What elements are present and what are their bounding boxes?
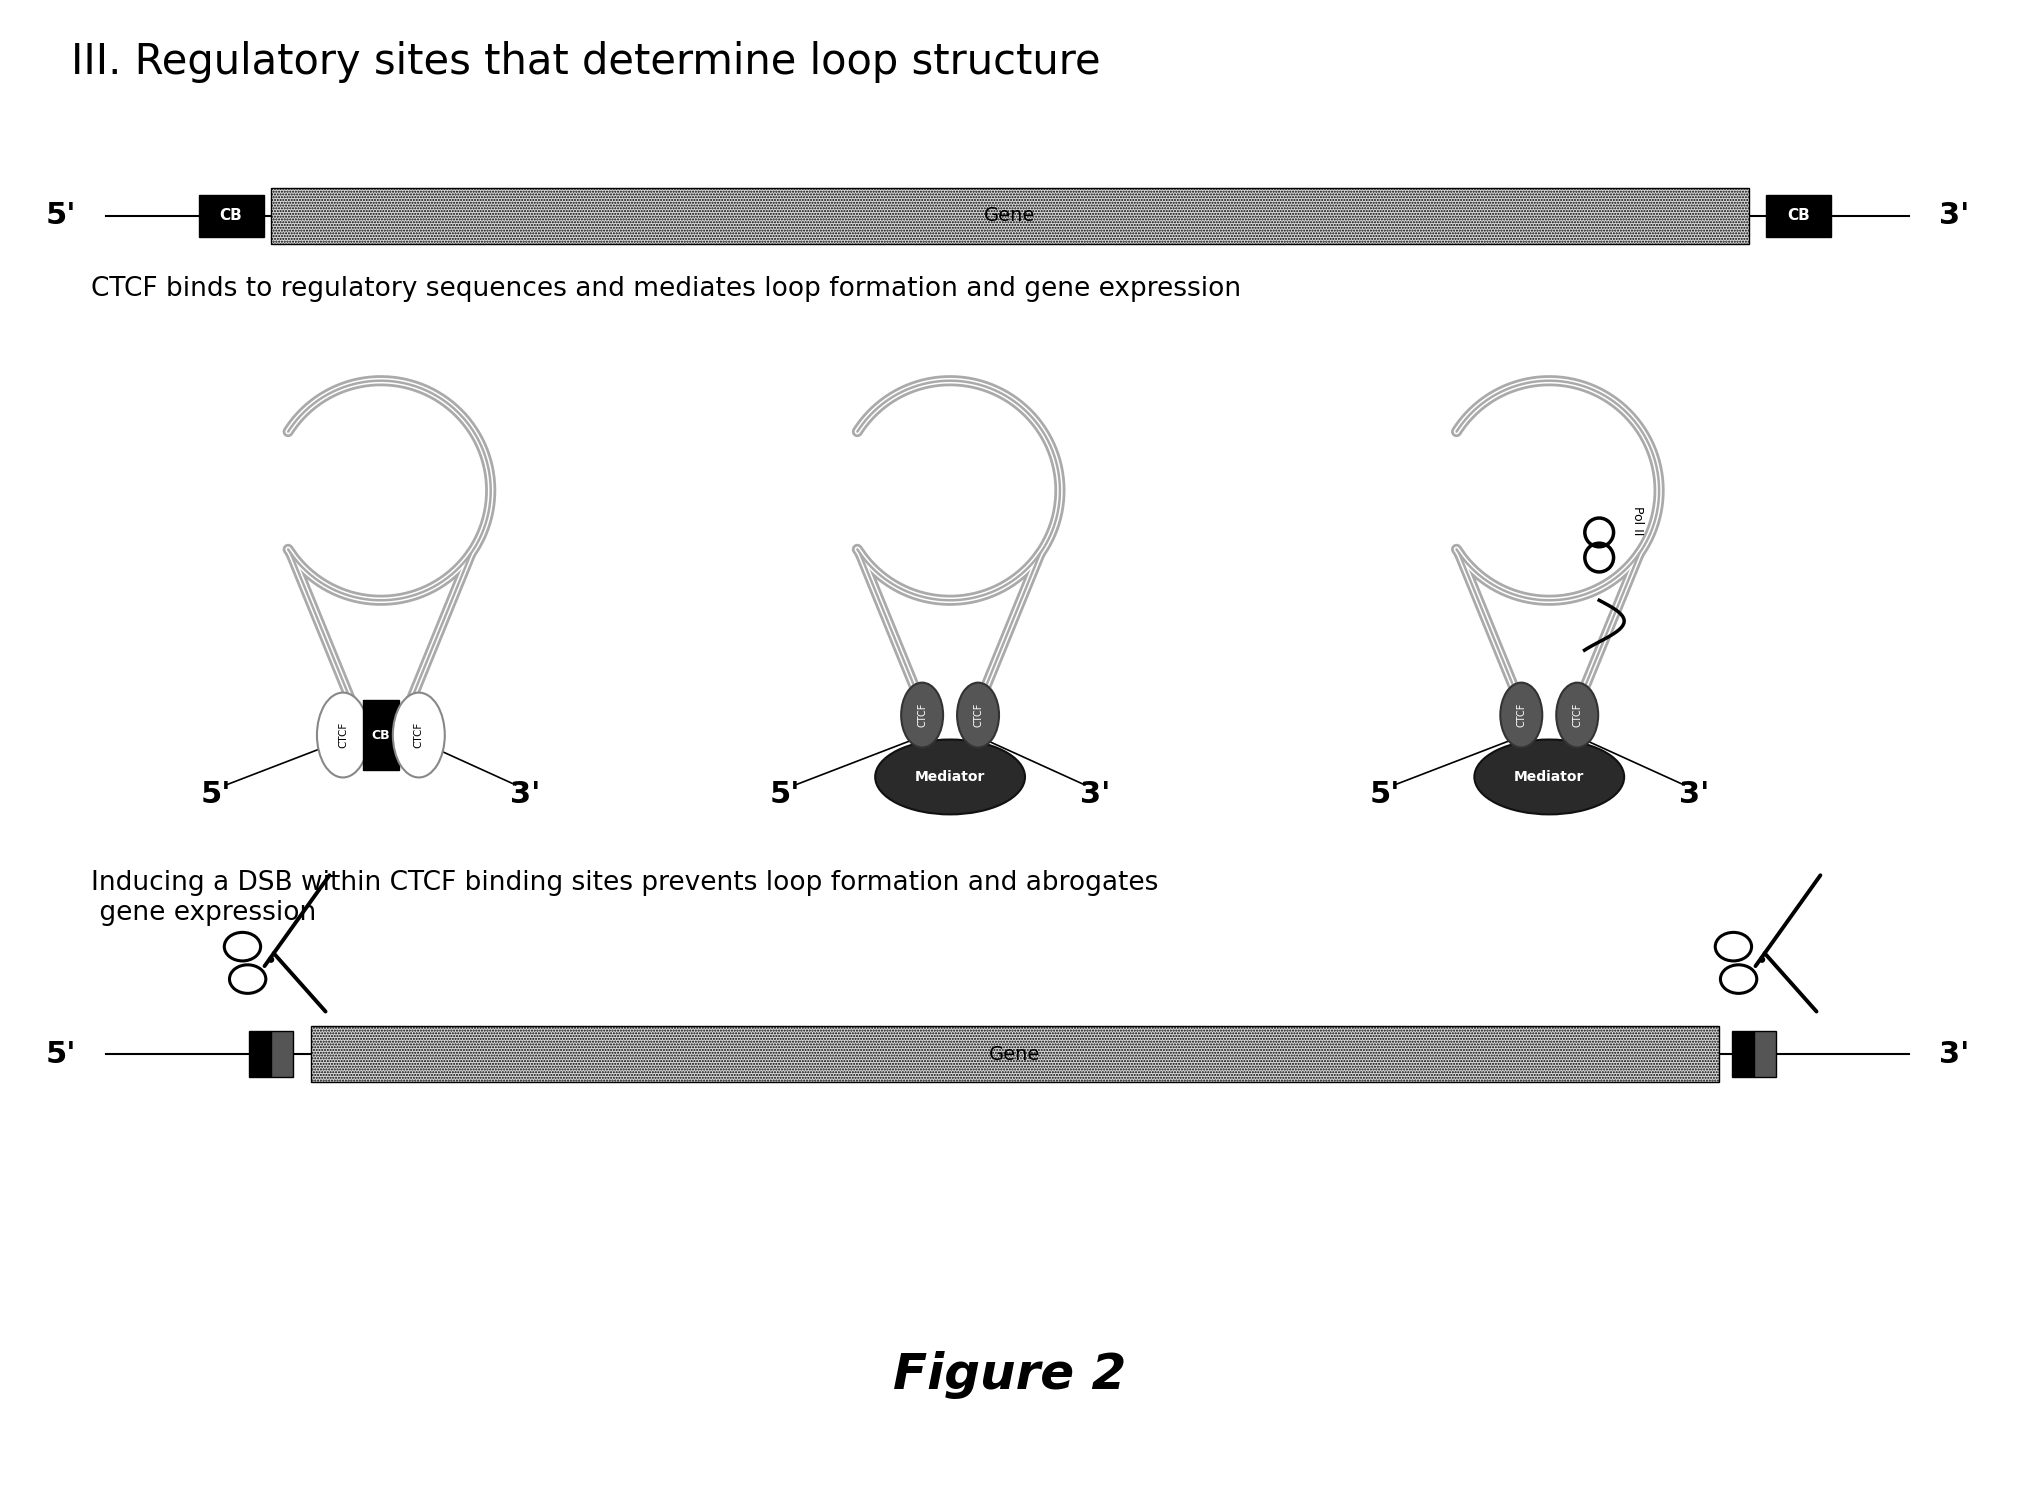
Text: CTCF: CTCF xyxy=(1573,702,1583,728)
Text: Gene: Gene xyxy=(985,207,1036,225)
Text: Figure 2: Figure 2 xyxy=(894,1351,1127,1398)
Text: CTCF: CTCF xyxy=(916,702,926,728)
Text: 5': 5' xyxy=(770,781,801,809)
Bar xyxy=(1731,1031,1753,1078)
Text: 3': 3' xyxy=(1938,201,1968,231)
Text: CTCF: CTCF xyxy=(339,722,349,747)
Text: 3': 3' xyxy=(1080,781,1111,809)
Text: CTCF binds to regulatory sequences and mediates loop formation and gene expressi: CTCF binds to regulatory sequences and m… xyxy=(91,276,1241,302)
Bar xyxy=(310,1027,1719,1083)
Text: CTCF: CTCF xyxy=(1516,702,1526,728)
Text: 3': 3' xyxy=(511,781,541,809)
Ellipse shape xyxy=(1759,956,1766,963)
Text: Mediator: Mediator xyxy=(914,770,985,784)
Bar xyxy=(199,195,264,237)
Ellipse shape xyxy=(957,683,999,747)
Text: CB: CB xyxy=(219,208,243,223)
Text: CTCF: CTCF xyxy=(414,722,424,747)
Bar xyxy=(272,189,1749,245)
Ellipse shape xyxy=(316,693,369,778)
Ellipse shape xyxy=(902,683,943,747)
Text: 3': 3' xyxy=(1678,781,1709,809)
Bar xyxy=(1753,1031,1776,1078)
Text: Gene: Gene xyxy=(989,1045,1040,1065)
Bar xyxy=(1766,195,1830,237)
Ellipse shape xyxy=(876,740,1026,814)
Text: III. Regulatory sites that determine loop structure: III. Regulatory sites that determine loo… xyxy=(71,41,1101,83)
Text: Pol II: Pol II xyxy=(1632,506,1644,535)
Text: 5': 5' xyxy=(47,1040,77,1069)
Bar xyxy=(272,1031,294,1078)
Text: Inducing a DSB within CTCF binding sites prevents loop formation and abrogates
 : Inducing a DSB within CTCF binding sites… xyxy=(91,870,1159,926)
Text: CB: CB xyxy=(1788,208,1810,223)
Ellipse shape xyxy=(268,956,274,963)
Text: 5': 5' xyxy=(1370,781,1401,809)
Bar xyxy=(363,701,399,770)
Ellipse shape xyxy=(393,693,444,778)
Bar xyxy=(249,1031,272,1078)
Text: 5': 5' xyxy=(47,201,77,231)
Text: 5': 5' xyxy=(201,781,231,809)
Text: CTCF: CTCF xyxy=(973,702,983,728)
Ellipse shape xyxy=(1500,683,1543,747)
Text: 3': 3' xyxy=(1938,1040,1968,1069)
Ellipse shape xyxy=(1474,740,1624,814)
Text: CB: CB xyxy=(371,728,389,741)
Text: Mediator: Mediator xyxy=(1514,770,1585,784)
Ellipse shape xyxy=(1557,683,1597,747)
